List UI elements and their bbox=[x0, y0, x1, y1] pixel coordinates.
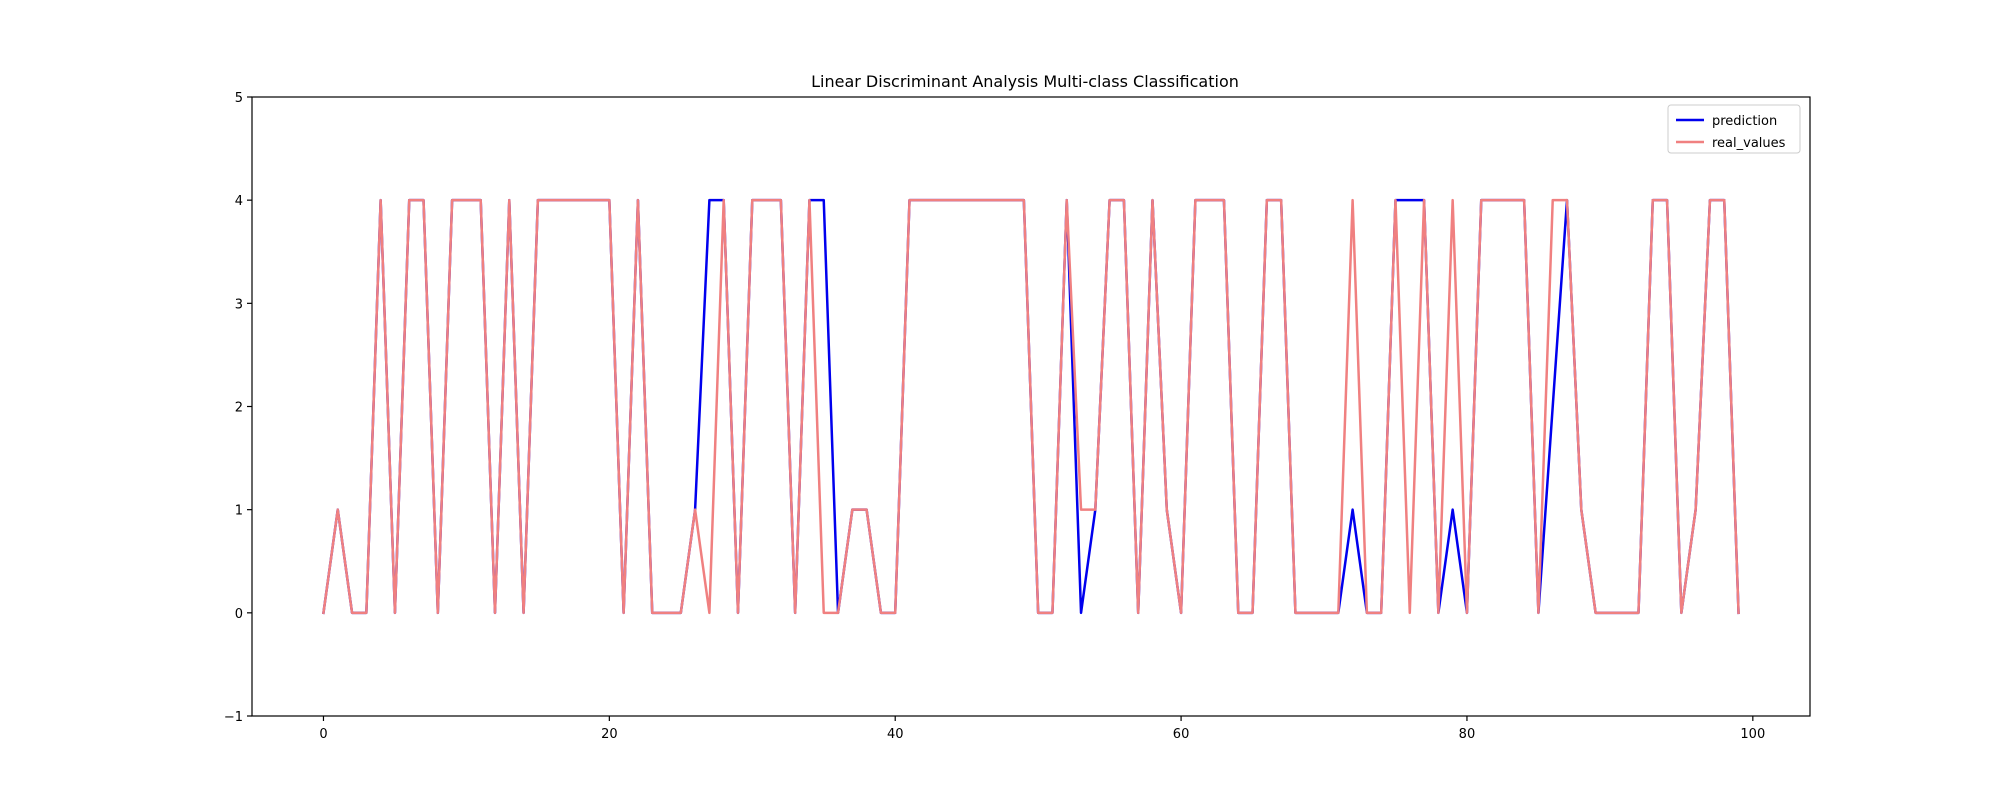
y-tick-label: 4 bbox=[235, 194, 243, 209]
x-tick-label: 40 bbox=[887, 727, 904, 742]
x-tick-label: 60 bbox=[1173, 727, 1190, 742]
chart-title-text: Linear Discriminant Analysis Multi-class… bbox=[811, 72, 1239, 91]
y-tick-label: 2 bbox=[235, 401, 243, 416]
y-tick-label: 3 bbox=[235, 297, 243, 312]
y-tick-label: −1 bbox=[224, 710, 243, 725]
y-tick-label: 5 bbox=[235, 91, 243, 106]
x-tick-label: 80 bbox=[1459, 727, 1476, 742]
axes: 0 20 40 60 80 100 −1 0 1 2 3 4 5 bbox=[224, 91, 1811, 742]
series-line-real-values bbox=[322, 198, 1740, 615]
y-tick-label: 1 bbox=[235, 504, 243, 519]
x-tick-label: 0 bbox=[319, 727, 327, 742]
series-layer bbox=[322, 198, 1740, 615]
legend-label-real-values: real_values bbox=[1712, 136, 1786, 151]
chart-title: Linear Discriminant Analysis Multi-class… bbox=[811, 72, 1239, 91]
y-tick-label: 0 bbox=[235, 607, 243, 622]
legend-label-prediction: prediction bbox=[1712, 114, 1777, 129]
x-tick-label: 100 bbox=[1740, 727, 1765, 742]
x-tick-label: 20 bbox=[601, 727, 618, 742]
legend: prediction real_values bbox=[1667, 104, 1801, 154]
